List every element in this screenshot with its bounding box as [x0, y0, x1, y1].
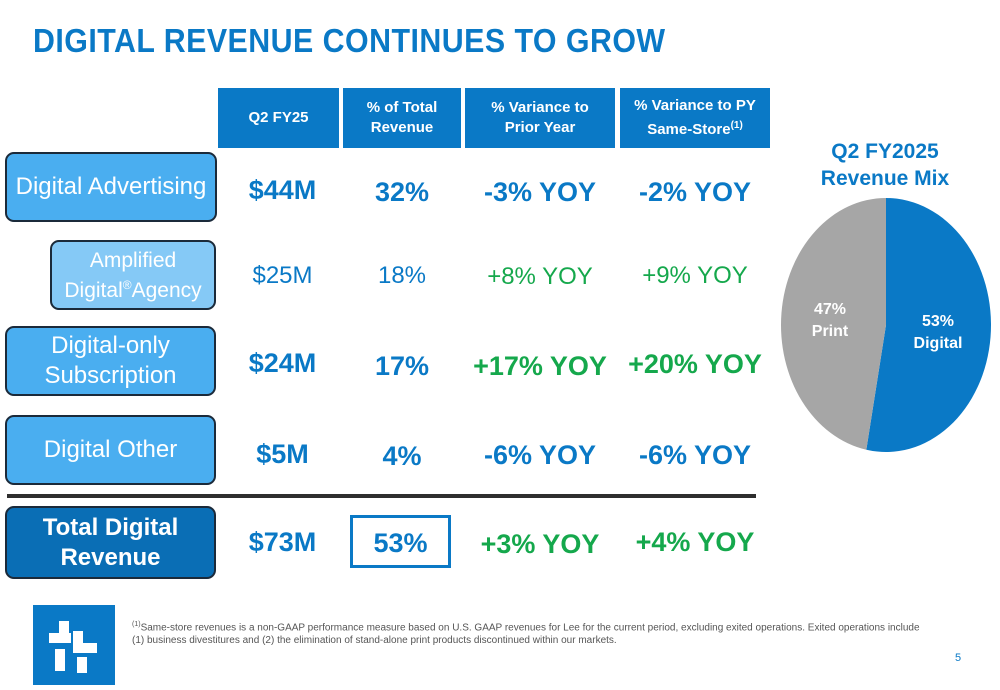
row-label-line1: Digital-only — [51, 332, 170, 359]
cell-revenue: $73M — [248, 526, 317, 557]
header-pct-total-line1: % of Total — [366, 99, 438, 116]
pie-title-line2: Revenue Mix — [820, 167, 950, 190]
page-number: 5 — [955, 652, 962, 664]
row-label-digital-only-subscription: Digital-only Subscription — [5, 326, 216, 396]
header-pct-total: % of Total Revenue — [343, 88, 461, 148]
cell-revenue: $44M — [248, 174, 317, 205]
pie-title-line1: Q2 FY2025 — [831, 140, 939, 163]
row-label-amplified-agency: Amplified Digital®Agency — [50, 240, 216, 310]
header-var-ss-line2: Same-Store(1) — [647, 116, 743, 140]
cell-var-py: +8% YOY — [487, 263, 593, 290]
company-logo — [33, 605, 115, 685]
cell-var-ss: -6% YOY — [638, 439, 752, 470]
cell-var-ss: +20% YOY — [628, 348, 762, 379]
footnote: (1)Same-store revenues is a non-GAAP per… — [132, 618, 932, 647]
revenue-mix-pie-chart: 47% Print 53% Digital — [780, 198, 991, 452]
cell-pct-total: 17% — [374, 350, 430, 381]
cell-pct-total: 53% — [373, 527, 428, 558]
header-pct-total-line2: Revenue — [370, 119, 434, 136]
row-label-line1: Total Digital — [42, 513, 179, 541]
cell-revenue: $24M — [248, 347, 317, 378]
cell-pct-total: 18% — [377, 262, 427, 289]
header-var-py-line2: Prior Year — [504, 119, 576, 136]
row-label-digital-other: Digital Other — [5, 415, 216, 485]
row-label-agency-text: Agency — [131, 278, 202, 302]
footnote-marker: (1) — [132, 621, 141, 628]
header-q2-label: Q2 FY25 — [248, 109, 309, 126]
cell-var-py: -3% YOY — [483, 176, 597, 207]
row-label-total-digital-revenue: Total Digital Revenue — [5, 506, 216, 579]
pie-label-digital: Digital — [914, 335, 963, 352]
cell-pct-total: 32% — [374, 176, 430, 207]
header-var-py-line1: % Variance to — [491, 99, 589, 116]
pie-slice-digital — [866, 198, 991, 452]
pie-slice-print — [780, 198, 886, 450]
header-var-ss-text: Same-Store — [647, 121, 731, 138]
row-label-line1: Amplified — [89, 248, 177, 272]
logo-mark-icon — [49, 621, 97, 673]
row-label-digital-advertising: Digital Advertising — [5, 152, 217, 222]
page-title: DIGITAL REVENUE CONTINUES TO GROW — [33, 22, 666, 59]
cell-var-ss: -2% YOY — [638, 176, 752, 207]
highlight-box — [350, 515, 451, 568]
header-var-ss-superscript: (1) — [730, 120, 743, 131]
pie-chart-title: Q2 FY2025 Revenue Mix — [790, 138, 980, 192]
cell-var-py: -6% YOY — [483, 439, 597, 470]
row-label-text: Digital Other — [43, 436, 178, 463]
pie-label-digital-pct: 53% — [922, 313, 954, 330]
pie-label-print: Print — [812, 323, 849, 340]
cell-var-py: +17% YOY — [473, 350, 607, 381]
cell-revenue: $5M — [256, 438, 309, 469]
row-label-line2: Digital®Agency — [64, 273, 201, 303]
cell-pct-total: 4% — [382, 440, 422, 471]
row-label-line2: Revenue — [60, 543, 161, 571]
header-variance-prior-year: % Variance to Prior Year — [465, 88, 615, 148]
cell-revenue: $25M — [252, 262, 313, 289]
footnote-text: Same-store revenues is a non-GAAP perfor… — [132, 622, 920, 647]
cell-var-ss: +9% YOY — [642, 262, 748, 289]
pie-label-print-pct: 47% — [814, 301, 846, 318]
cell-var-ss: +4% YOY — [635, 526, 755, 557]
row-label-line2: Subscription — [44, 362, 177, 389]
row-label-text: Digital Advertising — [15, 173, 207, 200]
total-divider-line — [7, 494, 756, 498]
header-q2-fy25: Q2 FY25 — [218, 88, 339, 148]
header-variance-same-store: % Variance to PY Same-Store(1) — [620, 88, 770, 148]
registered-mark: ® — [122, 277, 132, 292]
row-label-digital-text: Digital — [64, 278, 123, 302]
header-var-ss-line1: % Variance to PY — [634, 97, 756, 114]
cell-var-py: +3% YOY — [480, 528, 600, 559]
